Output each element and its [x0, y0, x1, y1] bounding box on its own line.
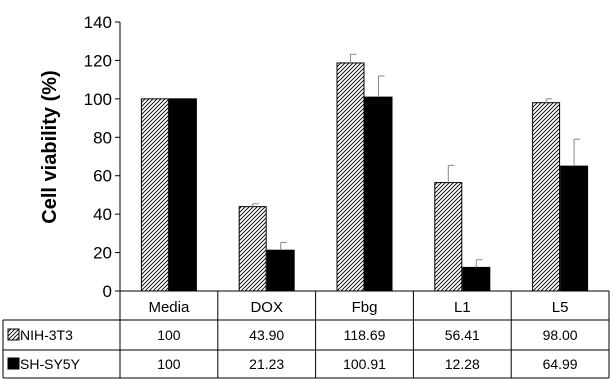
table-cell-value: 56.41 [445, 327, 480, 343]
bar-sh-sy5y-fbg [365, 97, 392, 291]
data-table: Media DOX Fbg L1 L5 NIH-3T3 100 43.90 118.69 56.4… [3, 291, 609, 378]
legend-swatch-sh-sy5y [8, 358, 19, 369]
y-tick-label: 0 [103, 282, 112, 301]
bar-nih-3t3-dox [239, 207, 266, 291]
y-axis: 0 20 40 60 80 100 120 140 [84, 13, 120, 301]
table-cell-value: 100 [157, 356, 181, 372]
x-category-label: L5 [552, 299, 569, 316]
y-tick-label: 20 [93, 244, 112, 263]
table-cell-value: 98.00 [543, 327, 578, 343]
bar-nih-3t3-fbg [337, 63, 364, 291]
table-cell-value: 43.90 [249, 327, 284, 343]
y-tick-label: 40 [93, 205, 112, 224]
legend-swatch-nih-3t3 [8, 329, 19, 340]
bars [120, 54, 609, 291]
table-cell-value: 100.91 [343, 356, 386, 372]
bar-sh-sy5y-media [169, 99, 196, 291]
y-tick-label: 60 [93, 167, 112, 186]
legend-label: SH-SY5Y [20, 356, 81, 372]
x-category-label: DOX [250, 299, 283, 316]
table-cell-value: 64.99 [543, 356, 578, 372]
y-tick-label: 120 [84, 51, 112, 70]
bar-sh-sy5y-dox [267, 250, 294, 291]
y-axis-label: Cell viability (%) [39, 70, 61, 223]
table-cell-value: 118.69 [344, 327, 386, 343]
y-tick-label: 80 [93, 128, 112, 147]
table-cell-value: 21.23 [249, 356, 284, 372]
y-tick-label: 100 [84, 90, 112, 109]
x-category-label: Media [148, 299, 190, 316]
bar-sh-sy5y-l1 [463, 267, 490, 291]
bar-sh-sy5y-l5 [561, 166, 588, 291]
bar-nih-3t3-l5 [533, 103, 560, 291]
y-tick-label: 140 [84, 13, 112, 32]
legend-label: NIH-3T3 [20, 327, 73, 343]
table-cell-value: 12.28 [445, 356, 480, 372]
x-category-label: L1 [454, 299, 471, 316]
x-category-label: Fbg [352, 299, 378, 316]
bar-nih-3t3-l1 [435, 183, 462, 291]
table-cell-value: 100 [157, 327, 181, 343]
bar-nih-3t3-media [141, 99, 168, 291]
